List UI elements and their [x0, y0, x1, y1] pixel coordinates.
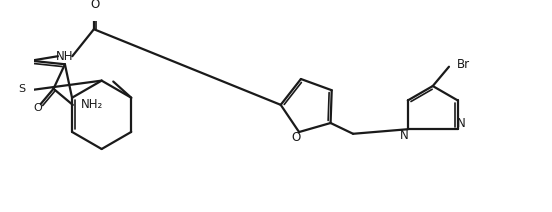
Text: Br: Br: [457, 59, 470, 71]
Text: N: N: [457, 117, 466, 130]
Text: NH₂: NH₂: [81, 98, 103, 112]
Text: NH: NH: [56, 50, 74, 63]
Text: O: O: [90, 0, 99, 11]
Text: S: S: [18, 84, 25, 94]
Text: O: O: [34, 103, 43, 113]
Text: N: N: [400, 129, 408, 142]
Text: O: O: [292, 131, 301, 144]
